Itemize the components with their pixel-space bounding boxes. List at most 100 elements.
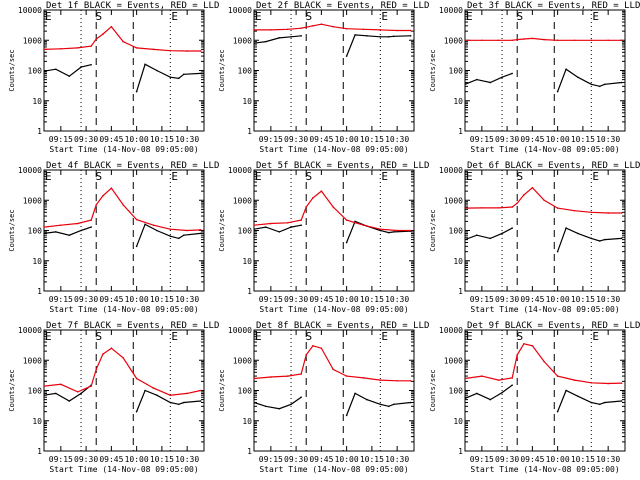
data-point [475,234,478,236]
data-point [556,250,559,253]
x-tick-label: 10:30 [596,135,620,144]
data-point [379,228,382,231]
series-group [465,186,623,253]
plot-frame [43,329,205,452]
y-tick-label: 10 [453,257,463,266]
data-point [332,368,334,371]
data-point [465,238,466,241]
x-tick-label: 09:45 [520,295,544,304]
y-axis-label: Counts/sec [429,49,437,91]
y-axis-label: Counts/sec [218,49,226,91]
data-point [392,403,395,406]
data-point [44,48,45,51]
phase-marker: E [592,170,599,183]
data-point [44,232,45,235]
y-tick-label: 10 [453,97,463,106]
series-line [44,347,201,396]
data-point [543,38,545,41]
data-point [345,241,348,244]
data-point [286,28,289,31]
series-line [465,186,622,214]
data-point [497,379,500,381]
series-group [254,190,412,244]
phase-marker: E [466,10,473,23]
data-point [54,392,57,395]
data-point [60,383,62,386]
data-point [489,81,492,84]
x-tick-label: 10:00 [546,135,570,144]
phase-marker: E [171,170,178,183]
data-point [531,186,534,189]
data-point [169,401,172,404]
data-point [144,63,146,66]
x-tick-label: 10:30 [175,135,199,144]
data-point [379,379,382,381]
data-point [305,206,308,208]
data-point [590,39,593,42]
data-point [501,76,503,79]
phase-marker: E [45,170,52,183]
data-point [598,403,601,406]
data-point [44,70,45,72]
panel-title: Det 7f BLACK = Events, RED = LLD [46,321,219,331]
x-tick-label: 09:45 [309,135,333,144]
series-group [44,347,202,413]
series-line [465,37,622,41]
data-point [511,39,513,42]
data-point [379,36,382,38]
data-point [286,375,289,377]
data-point [254,377,255,380]
series-line [254,34,411,57]
x-tick-label: 09:45 [520,135,544,144]
data-point [156,69,158,72]
data-point [169,49,172,52]
y-tick-label: 10000 [439,6,463,15]
data-point [95,368,98,371]
y-axis-label: Counts/sec [218,209,226,251]
data-point [152,387,155,389]
data-point [465,83,466,86]
x-tick-label: 10:30 [175,455,199,464]
data-point [387,231,390,234]
y-tick-label: 100 [449,227,464,236]
phase-marker: E [255,10,262,23]
data-point [182,401,185,404]
data-point [312,345,314,347]
x-axis-label: Start Time (14-Nov-08 09:05:00) [49,465,198,474]
y-tick-label: 1 [458,447,463,456]
data-point [465,207,466,209]
data-point [254,401,255,404]
data-point [497,207,500,209]
series-line [254,220,411,243]
data-point [598,85,601,88]
data-point [511,206,513,208]
data-point [362,377,365,379]
data-point [312,25,314,27]
x-tick-label: 09:45 [99,135,123,144]
data-point [392,231,395,233]
data-point [44,394,45,396]
y-tick-label: 100 [238,387,253,396]
data-point [60,224,62,226]
data-point [135,90,138,93]
data-point [60,48,62,50]
y-tick-label: 1000 [233,196,252,205]
data-point [186,50,188,52]
data-point [186,392,188,395]
x-tick-label: 09:45 [309,455,333,464]
data-point [565,389,567,392]
data-point [300,373,302,375]
x-tick-label: 10:30 [596,455,620,464]
data-point [366,35,368,37]
x-tick-label: 10:00 [546,455,570,464]
series-group [465,342,623,413]
data-point [300,396,302,399]
data-point [516,354,519,356]
phase-marker: E [45,10,52,23]
phase-marker: E [171,10,178,23]
data-point [620,382,623,384]
x-tick-label: 09:15 [49,455,73,464]
data-point [300,27,302,30]
